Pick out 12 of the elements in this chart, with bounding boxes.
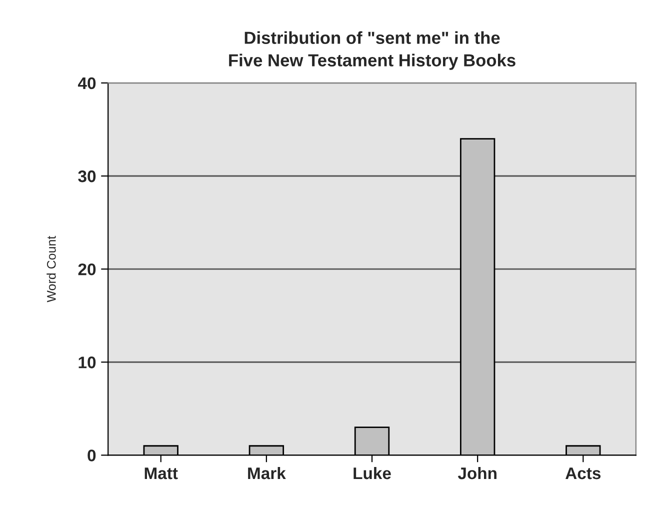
y-tick-label: 0 bbox=[88, 450, 96, 462]
y-axis-title: Word Count bbox=[46, 236, 56, 302]
y-tick-label: 40 bbox=[78, 77, 96, 90]
x-tick-label: Matt bbox=[144, 468, 178, 480]
x-tick-label: Acts bbox=[566, 468, 601, 480]
chart-title: Distribution of "sent me" in the Five New Testament History Books bbox=[229, 31, 516, 70]
y-tick-label: 30 bbox=[78, 170, 96, 182]
y-tick-label: 10 bbox=[78, 356, 96, 368]
x-tick-label: Mark bbox=[248, 466, 286, 480]
y-tick-label: 20 bbox=[78, 263, 96, 276]
x-tick-label: John bbox=[458, 466, 496, 480]
x-tick-label: Luke bbox=[354, 466, 391, 480]
